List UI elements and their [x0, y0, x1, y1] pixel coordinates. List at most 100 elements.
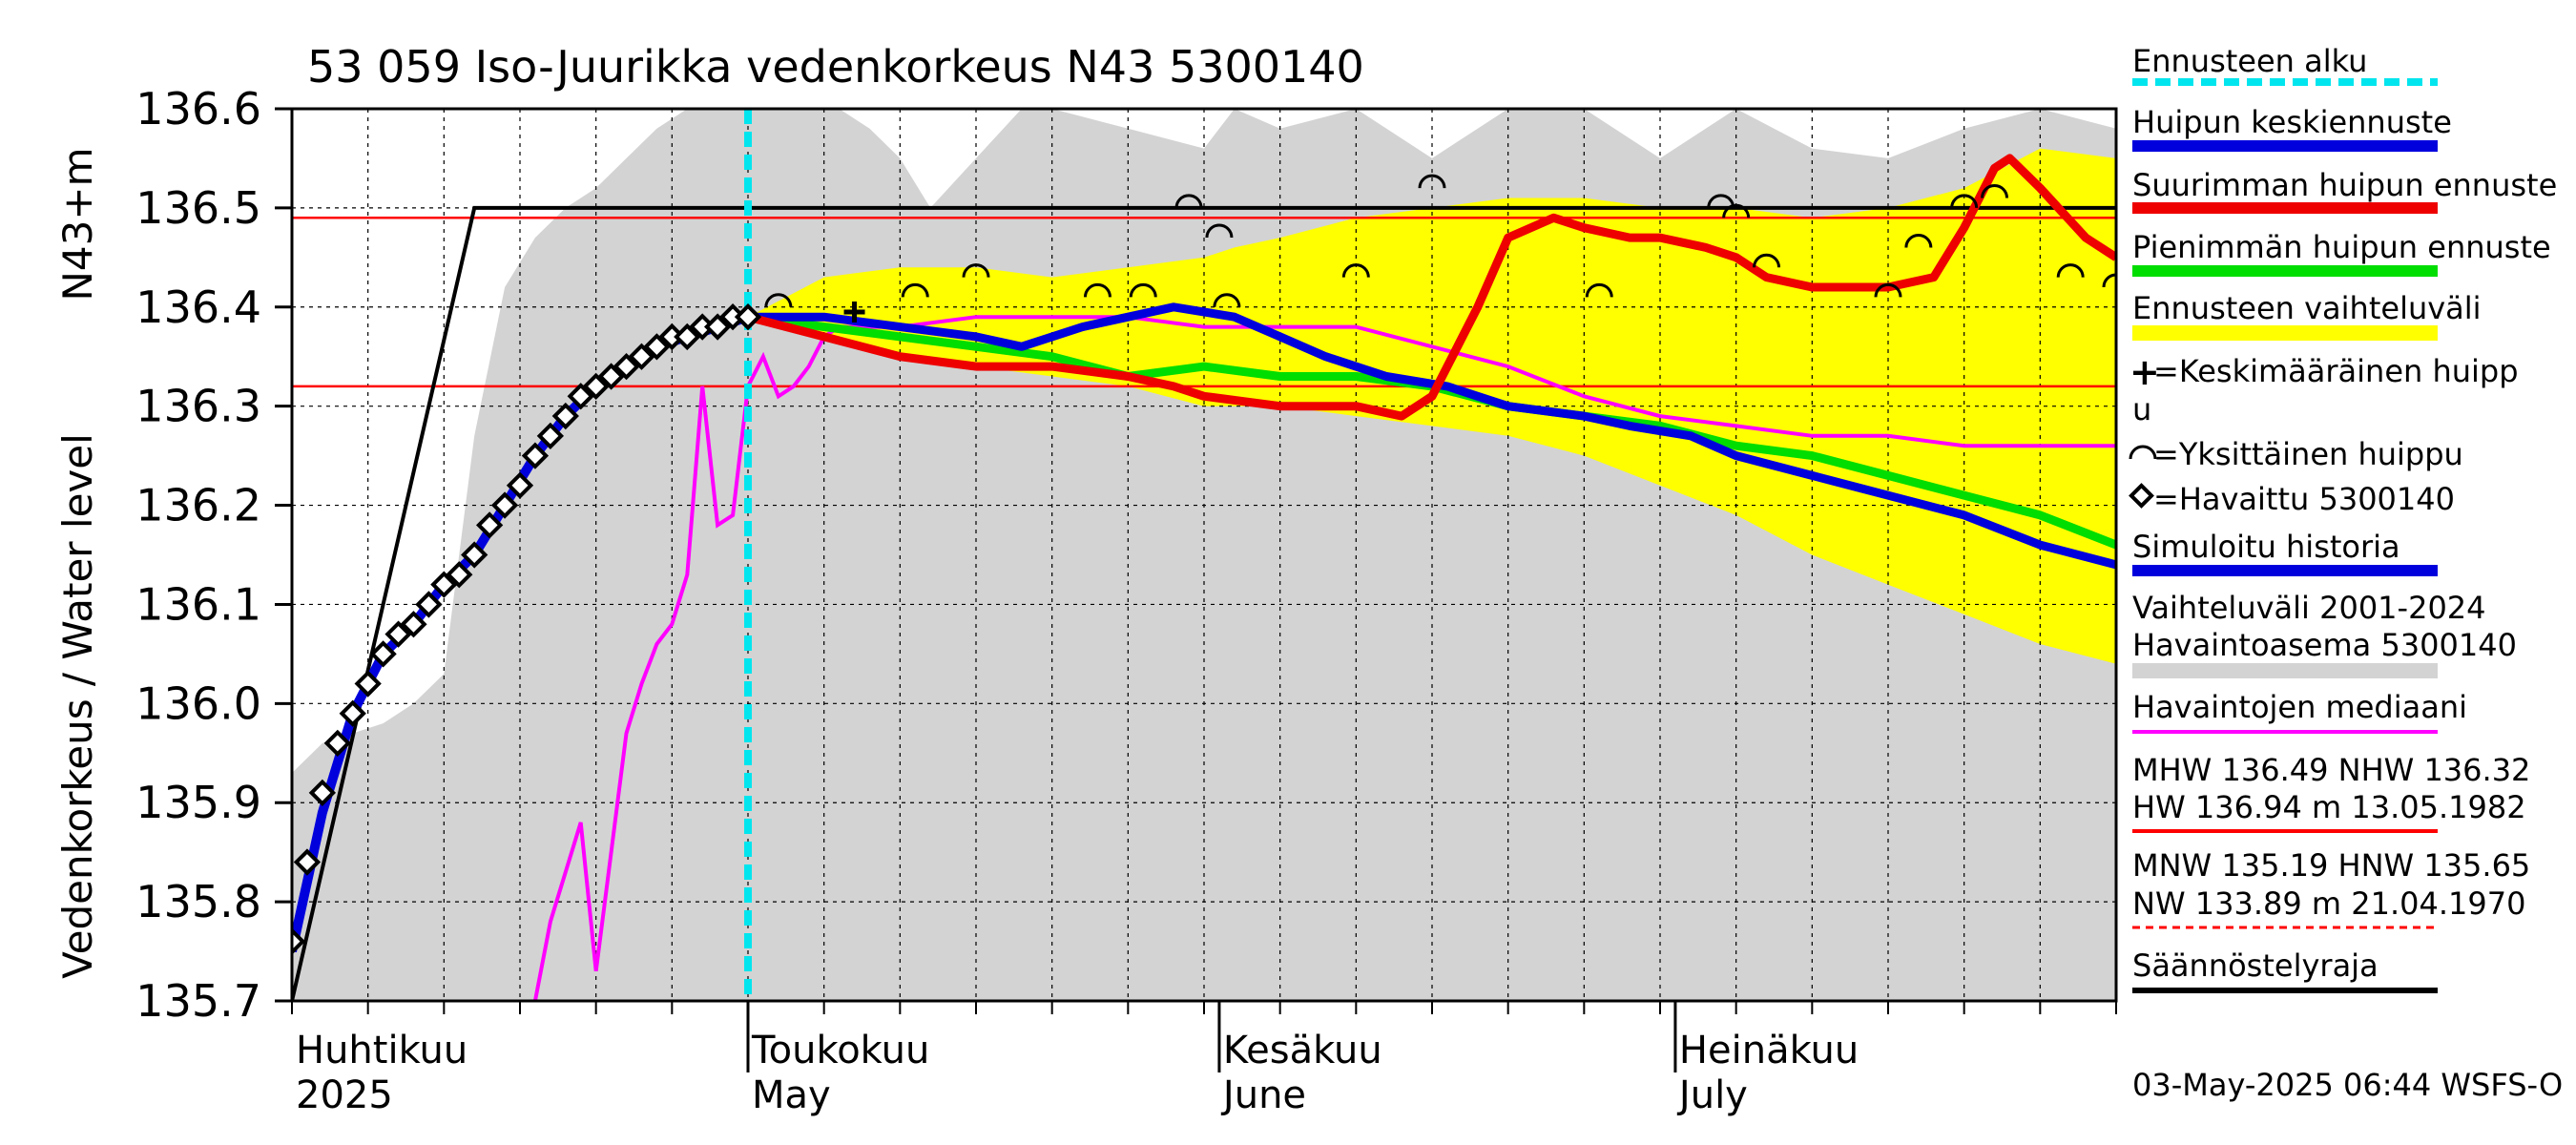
legend-simulated-label: Simuloitu historia — [2132, 529, 2400, 565]
individual-peak-marker — [1213, 293, 1241, 307]
y-tick-label: 136.5 — [135, 182, 261, 234]
legend-regulation-label: Säännöstelyraja — [2132, 947, 2379, 984]
observed-point — [689, 313, 717, 341]
max-peak-forecast-line — [746, 154, 2116, 421]
month-label-fi: Huhtikuu — [296, 1029, 467, 1072]
individual-peak-marker — [1707, 194, 1735, 209]
month-label-en: May — [752, 1073, 831, 1117]
individual-peak-marker — [1981, 184, 2009, 198]
observed-point — [369, 640, 397, 668]
observed-point — [323, 729, 351, 758]
plot-area — [292, 109, 2116, 1001]
individual-peak-marker — [1205, 223, 1234, 239]
legend-single-peak-label: =Yksittäinen huippu — [2153, 436, 2463, 472]
individual-peak-marker — [1753, 253, 1781, 268]
observed-point — [292, 927, 306, 955]
legend-observed-label: =Havaittu 5300140 — [2153, 481, 2455, 517]
individual-peak-marker — [962, 263, 990, 278]
observed-point — [415, 591, 443, 618]
observed-point — [521, 442, 550, 469]
y-tick-label: 136.3 — [135, 381, 261, 432]
observed-point — [582, 372, 610, 401]
month-label-fi: Toukokuu — [751, 1029, 929, 1072]
legend-stats-2: HW 136.94 m 13.05.1982 — [2132, 789, 2526, 825]
observed-point — [461, 541, 488, 569]
observed-point — [628, 343, 655, 370]
marker-layer — [292, 174, 2116, 955]
mean-peak-forecast-line — [748, 302, 2116, 570]
regulation-limit-line — [292, 205, 2116, 1001]
legend-min-label: Pienimmän huipun ennuste — [2132, 229, 2551, 265]
month-label-fi: Kesäkuu — [1223, 1029, 1382, 1072]
individual-peak-marker — [1722, 203, 1751, 219]
y-tick-label: 136.2 — [135, 480, 261, 531]
individual-peak-marker — [1341, 263, 1370, 278]
observed-point — [643, 333, 671, 361]
observed-point — [490, 491, 519, 519]
observed-point — [567, 383, 594, 410]
legend-median-label: Havaintojen mediaani — [2132, 689, 2467, 725]
observed-point — [475, 511, 504, 539]
y-tick-label: 136.1 — [135, 578, 261, 630]
observed-point — [430, 571, 458, 598]
month-label-en: July — [1676, 1073, 1748, 1117]
legend-stats-4: NW 133.89 m 21.04.1970 — [2132, 885, 2525, 922]
individual-peak-marker — [901, 282, 929, 298]
observed-point — [718, 303, 747, 331]
chart-title: 53 059 Iso-Juurikka vedenkorkeus N43 530… — [307, 41, 1364, 93]
individual-peak-marker — [1950, 194, 1979, 209]
legend-stats-3: MNW 135.19 HNW 135.65 — [2132, 847, 2530, 884]
legend: Ennusteen alku Huipun keskiennuste Suuri… — [2129, 43, 2557, 993]
legend-hist-range-label: Vaihteluväli 2001-2024 — [2132, 590, 2486, 626]
observed-point — [446, 561, 473, 589]
observed-point — [384, 620, 412, 648]
y-axis-title: Vedenkorkeus / Water level — [54, 433, 101, 979]
observed-point — [354, 670, 382, 697]
observed-point — [506, 471, 534, 499]
individual-peak-marker — [1174, 194, 1203, 209]
observed-point — [597, 363, 625, 390]
month-label-en: June — [1220, 1073, 1306, 1117]
legend-range-label: Ennusteen vaihteluväli — [2132, 290, 2482, 326]
observed-point — [308, 779, 337, 806]
legend-forecast-start-label: Ennusteen alku — [2132, 43, 2367, 79]
legend-hist-range-label-2: Havaintoasema 5300140 — [2132, 627, 2517, 663]
individual-peak-marker — [1418, 174, 1446, 189]
y-axis-unit: N43+m — [54, 148, 101, 302]
axis-layer: 136.6 136.5 136.4 136.3 136.2 136.1 136.0 135.9… — [135, 83, 2117, 1117]
individual-peak-marker — [1129, 282, 1157, 298]
legend-observed-symbol — [2129, 483, 2154, 509]
individual-peak-marker — [2056, 263, 2085, 278]
observed-point — [339, 699, 366, 727]
month-label-fi: Heinäkuu — [1679, 1029, 1859, 1072]
y-tick-label: 136.0 — [135, 677, 261, 729]
individual-peak-marker — [1083, 282, 1111, 298]
legend-mean-label: Huipun keskiennuste — [2132, 104, 2452, 140]
footer-timestamp: 03-May-2025 06:44 WSFS-O — [2132, 1067, 2563, 1103]
observed-point — [293, 848, 322, 876]
individual-peak-marker — [2102, 273, 2116, 288]
individual-peak-marker — [1874, 282, 1902, 298]
observed-point — [674, 323, 701, 351]
observed-point — [658, 323, 686, 351]
y-tick-label: 136.6 — [135, 83, 261, 135]
legend-single-peak-symbol — [2129, 445, 2157, 460]
y-tick-label: 135.8 — [135, 876, 261, 927]
y-tick-label: 136.4 — [135, 281, 261, 333]
observed-point — [536, 422, 565, 449]
individual-peak-marker — [764, 293, 793, 307]
observed-point — [703, 313, 732, 341]
y-tick-label: 135.7 — [135, 975, 261, 1027]
month-label-en: 2025 — [296, 1073, 393, 1117]
individual-peak-marker — [1904, 233, 1933, 248]
observed-point — [613, 352, 640, 381]
legend-mean-peak-symbol: + — [2129, 351, 2160, 393]
legend-mean-peak-label: =Keskimääräinen huipp — [2153, 353, 2519, 389]
legend-stats-1: MHW 136.49 NHW 136.32 — [2132, 752, 2530, 788]
individual-peak-marker — [1585, 282, 1613, 298]
observed-point — [400, 611, 427, 638]
mean-peak-marker — [843, 301, 865, 323]
legend-mean-peak-label-2: u — [2132, 391, 2151, 427]
legend-max-label: Suurimman huipun ennuste — [2132, 167, 2557, 203]
